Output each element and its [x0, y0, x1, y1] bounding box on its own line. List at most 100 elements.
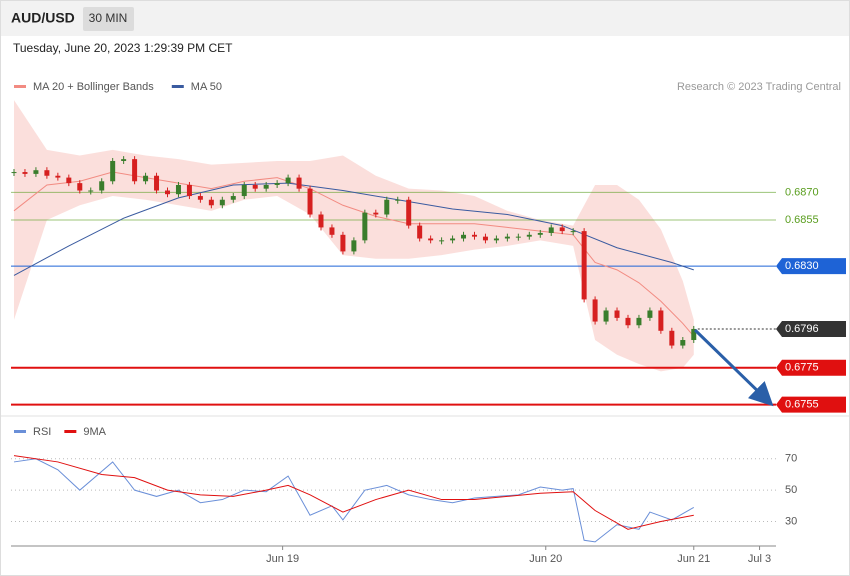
- candle: [461, 234, 467, 239]
- candle: [241, 184, 247, 197]
- candle: [66, 177, 72, 184]
- candle: [143, 175, 149, 182]
- candle: [614, 310, 620, 318]
- candle: [154, 175, 160, 191]
- candle: [44, 170, 50, 176]
- candle: [669, 330, 675, 346]
- candle: [329, 227, 335, 235]
- level-label: 0.6755: [785, 399, 819, 411]
- candle: [482, 236, 488, 241]
- candle: [99, 181, 105, 191]
- candle: [33, 170, 39, 174]
- candle: [373, 212, 379, 215]
- candle: [263, 184, 269, 189]
- indicator-line: [13, 458, 695, 543]
- candle: [647, 310, 653, 318]
- indicator-line: [13, 455, 694, 530]
- y-tick-label: 30: [785, 515, 797, 527]
- x-tick-label: Jun 19: [266, 553, 299, 565]
- y-tick-label: 50: [785, 484, 797, 496]
- candle: [132, 159, 138, 182]
- candle: [504, 236, 510, 239]
- candle: [362, 212, 368, 241]
- y-tick-label: 70: [785, 453, 797, 465]
- candle: [230, 196, 236, 200]
- x-tick-label: Jul 3: [748, 553, 771, 565]
- header-bar: [1, 1, 849, 36]
- candle: [252, 184, 258, 189]
- source: Research © 2023 Trading Central: [677, 81, 841, 93]
- candle: [515, 236, 521, 238]
- level-label-box: [776, 359, 846, 376]
- candle: [581, 231, 587, 300]
- candle: [22, 172, 28, 174]
- candle: [625, 317, 631, 326]
- candle: [471, 234, 477, 237]
- candle: [219, 199, 225, 206]
- interval[interactable]: 30 MIN: [89, 11, 128, 25]
- candle: [186, 184, 192, 197]
- bollinger-band: [14, 100, 694, 372]
- candle: [658, 310, 664, 331]
- candle: [208, 199, 214, 206]
- ma-line: [13, 171, 695, 337]
- candle: [121, 159, 127, 161]
- candle: [307, 188, 313, 215]
- timestamp: Tuesday, June 20, 2023 1:29:39 PM CET: [13, 41, 233, 55]
- candle: [164, 190, 170, 195]
- candle: [340, 234, 346, 252]
- x-tick-label: Jun 21: [677, 553, 710, 565]
- candle: [384, 199, 390, 215]
- candle: [548, 227, 554, 233]
- candle: [691, 328, 697, 341]
- candle: [493, 238, 499, 241]
- candle: [285, 177, 291, 184]
- candle: [559, 227, 565, 232]
- candle: [110, 160, 116, 182]
- candle: [88, 190, 94, 192]
- candle: [417, 225, 423, 239]
- level-label: 0.6830: [785, 260, 819, 272]
- x-tick-label: Jun 20: [529, 553, 562, 565]
- candle: [274, 183, 280, 185]
- candle: [428, 238, 434, 241]
- candle: [450, 238, 456, 241]
- candle: [296, 177, 302, 189]
- candle: [439, 240, 445, 242]
- candle: [636, 317, 642, 326]
- legend-label: MA 20 + Bollinger Bands: [33, 81, 154, 93]
- candle: [197, 196, 203, 200]
- symbol: AUD/USD: [11, 10, 75, 26]
- candle: [175, 184, 181, 195]
- legend-label: 9MA: [83, 426, 106, 438]
- legend-swatch: [14, 85, 26, 88]
- candle: [351, 240, 357, 252]
- legend-swatch: [171, 85, 184, 88]
- candle: [570, 231, 576, 233]
- legend-label: MA 50: [191, 81, 222, 93]
- level-label: 0.6796: [785, 323, 819, 335]
- candle: [592, 299, 598, 322]
- candle: [603, 310, 609, 322]
- candle: [318, 214, 324, 228]
- level-label: 0.6775: [785, 362, 819, 374]
- legend-swatch: [14, 430, 26, 433]
- interval-badge[interactable]: [83, 7, 134, 31]
- level-label-box: [776, 258, 846, 275]
- legend-swatch: [64, 430, 77, 433]
- candle: [680, 340, 686, 346]
- candle: [395, 199, 401, 201]
- candle: [526, 234, 532, 237]
- level-label-box: [776, 396, 846, 413]
- level-label: 0.6855: [785, 214, 819, 226]
- level-label-box: [776, 320, 846, 337]
- candle: [55, 175, 61, 178]
- candle: [77, 183, 83, 191]
- forecast-arrow: [693, 328, 774, 407]
- ma-line: [13, 182, 694, 276]
- candle: [406, 199, 412, 226]
- level-label: 0.6870: [785, 186, 819, 198]
